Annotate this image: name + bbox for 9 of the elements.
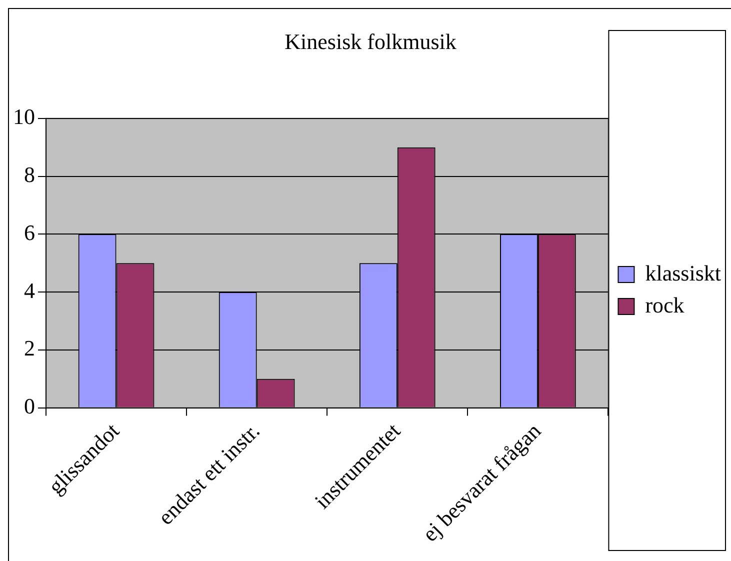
legend-label: rock (645, 292, 684, 318)
legend-label: klassiskt (645, 260, 722, 286)
y-tick-label: 4 (24, 278, 35, 303)
y-tick-label: 6 (24, 220, 35, 245)
y-tick-label: 2 (24, 336, 35, 361)
y-tick-label: 10 (13, 104, 35, 130)
y-tick-label: 8 (24, 162, 35, 188)
y-tick-label: 0 (24, 394, 35, 419)
chart-title: Kinesisk folkmusik (284, 28, 456, 54)
